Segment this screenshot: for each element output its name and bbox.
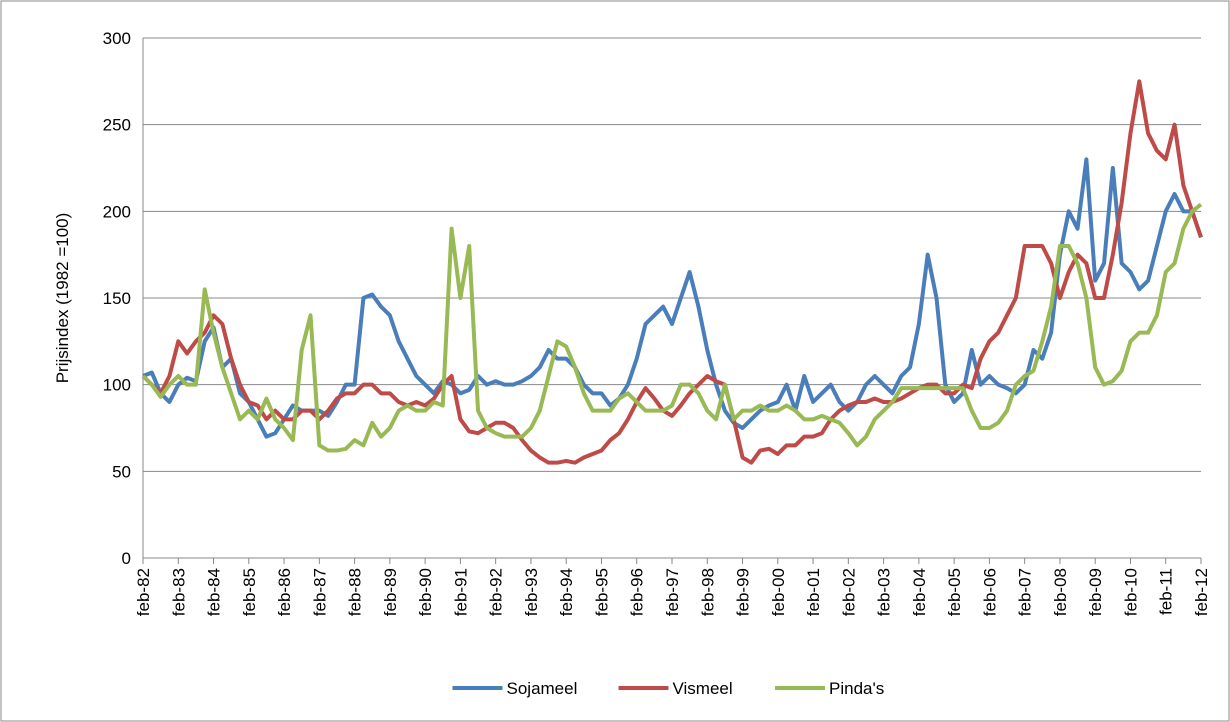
series-line: [142, 157, 1203, 439]
x-tick-label: feb-04: [910, 568, 929, 616]
x-tick-label: feb-02: [839, 568, 858, 616]
x-tick-label: feb-99: [734, 568, 753, 616]
x-tick-label: feb-09: [1086, 568, 1105, 616]
y-tick-label: 250: [103, 116, 131, 135]
x-tick-label: feb-94: [557, 568, 576, 616]
y-axis-label: Prijsindex (1982 =100): [53, 213, 72, 384]
x-tick-label: feb-96: [628, 568, 647, 616]
x-tick-label: feb-83: [169, 568, 188, 616]
x-tick-label: feb-11: [1157, 568, 1176, 615]
x-tick-label: feb-88: [346, 568, 365, 616]
y-tick-label: 200: [103, 202, 131, 221]
y-tick-label: 0: [122, 549, 131, 568]
x-tick-label: feb-10: [1121, 568, 1140, 616]
x-tick-label: feb-87: [310, 568, 329, 616]
x-tick-label: feb-01: [804, 568, 823, 616]
x-tick-label: feb-89: [381, 568, 400, 616]
x-tick-label: feb-98: [698, 568, 717, 616]
x-tick-label: feb-03: [875, 568, 894, 616]
x-tick-label: feb-00: [769, 568, 788, 616]
x-tick-label: feb-93: [522, 568, 541, 616]
x-tick-label: feb-90: [416, 568, 435, 616]
x-tick-label: feb-91: [451, 568, 470, 616]
y-tick-label: 150: [103, 289, 131, 308]
x-tick-label: feb-92: [487, 568, 506, 616]
x-tick-label: feb-86: [275, 568, 294, 616]
x-tick-label: feb-12: [1192, 568, 1211, 616]
x-tick-label: feb-97: [663, 568, 682, 616]
series-line: [141, 202, 1203, 453]
x-tick-label: feb-08: [1051, 568, 1070, 616]
x-tick-label: feb-05: [945, 568, 964, 616]
legend-label: Sojameel: [507, 679, 578, 698]
x-tick-label: feb-84: [205, 568, 224, 616]
x-tick-label: feb-06: [980, 568, 999, 616]
y-tick-label: 100: [103, 376, 131, 395]
y-tick-label: 50: [112, 462, 131, 481]
legend-label: Vismeel: [673, 679, 733, 698]
x-tick-label: feb-82: [134, 568, 153, 616]
legend-label: Pinda's: [829, 679, 884, 698]
x-tick-label: feb-07: [1016, 568, 1035, 616]
x-tick-label: feb-85: [240, 568, 259, 616]
y-tick-label: 300: [103, 29, 131, 48]
x-tick-label: feb-95: [592, 568, 611, 616]
